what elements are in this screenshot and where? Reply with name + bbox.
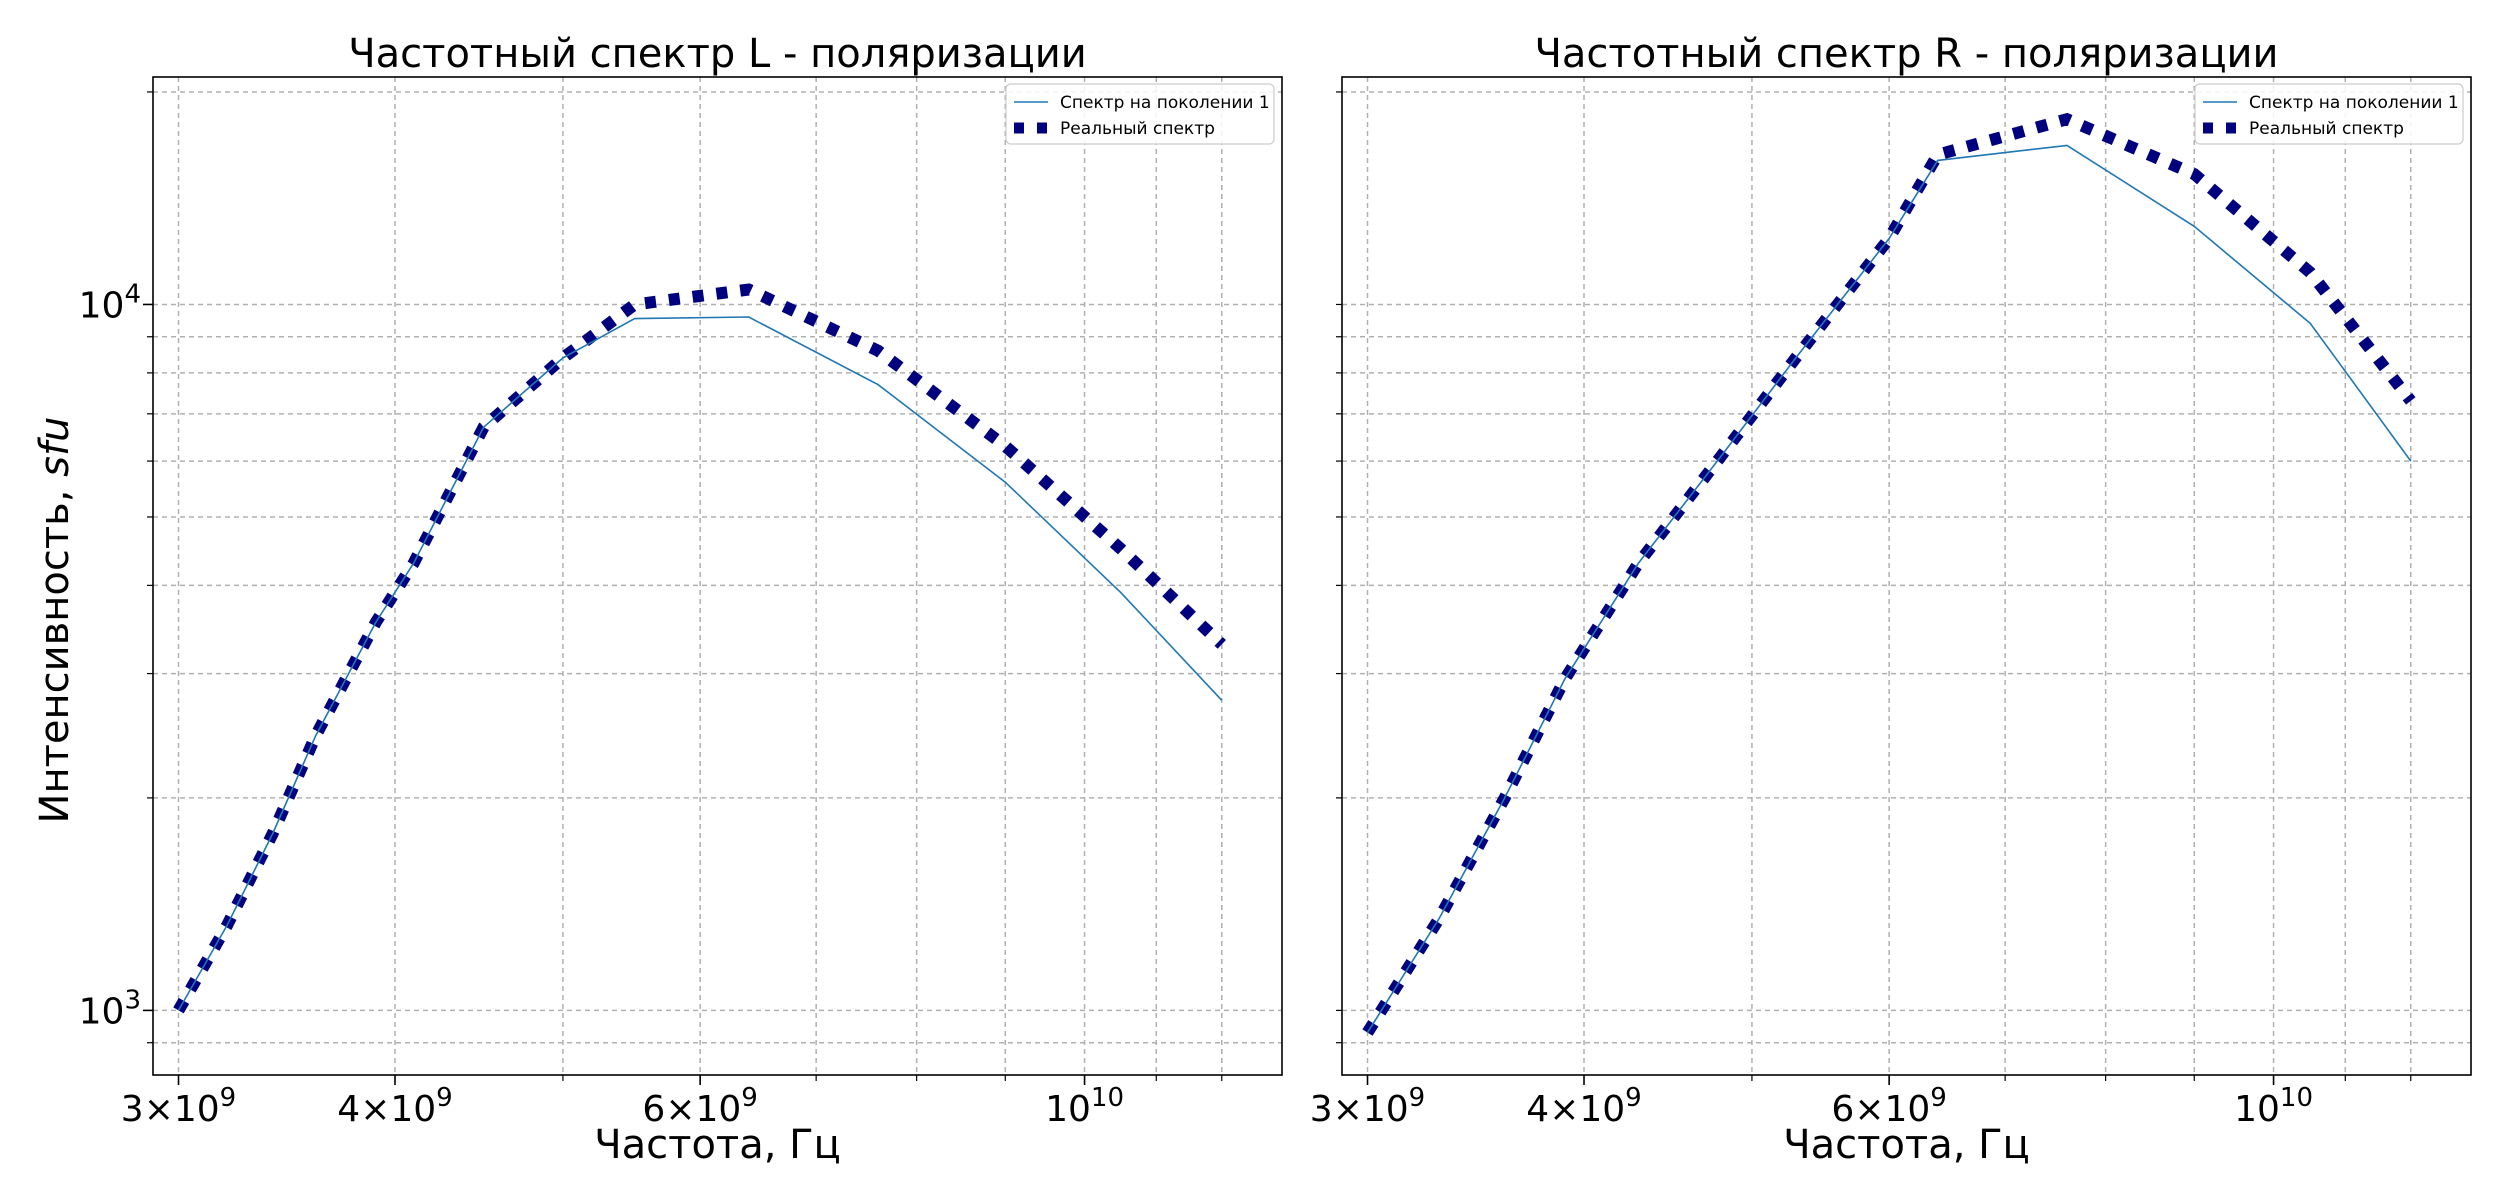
right-x-tick-base: 10 [1363, 1089, 1409, 1130]
right-legend: Спектр на поколении 1 Реальный спектр [2194, 83, 2464, 145]
left-legend: Спектр на поколении 1 Реальный спектр [1005, 83, 1275, 145]
left-y-tick-exponent: 3 [124, 985, 141, 1015]
right-series [1362, 112, 2416, 1036]
left-x-tick-base: 10 [695, 1089, 741, 1130]
left-x-tick-exponent: 10 [1091, 1083, 1124, 1113]
right-chart-title: Частотный спектр R - поляризации [1534, 31, 2278, 77]
right-x-tick-exponent: 9 [1930, 1083, 1947, 1113]
right-x-tick-base: 10 [2234, 1089, 2280, 1130]
left-x-ticks: 3×109 4×109 6×109 1010 [121, 1075, 1223, 1130]
right-x-tick-label: 3×109 [1310, 1083, 1425, 1130]
left-legend-box [1005, 83, 1275, 145]
left-x-axis-label: Частота, Гц [594, 1122, 841, 1168]
left-x-tick-label: 1010 [1045, 1083, 1124, 1130]
left-legend-item: Спектр на поколении 1 [1014, 93, 1270, 113]
left-series [173, 283, 1226, 1014]
right-plot-frame [1341, 76, 2472, 1076]
right-legend-item: Реальный спектр [2203, 119, 2404, 139]
right-y-ticks [1336, 91, 1342, 1044]
left-x-tick-base: 10 [1045, 1089, 1091, 1130]
right-grid [1342, 77, 2471, 1075]
left-x-tick-exponent: 9 [741, 1083, 758, 1113]
right-legend-label: Реальный спектр [2249, 119, 2404, 139]
left-x-tick-times: × [144, 1089, 174, 1130]
right-x-tick-base: 10 [1579, 1089, 1625, 1130]
right-legend-label: Спектр на поколении 1 [2249, 93, 2459, 113]
left-y-tick-exponent: 4 [124, 279, 141, 309]
right-generation-spectrum-line [1366, 144, 2412, 1034]
right-x-tick-base: 10 [1884, 1089, 1930, 1130]
right-x-tick-times: × [1549, 1089, 1579, 1130]
left-x-tick-exponent: 9 [436, 1083, 453, 1113]
left-x-tick-mantissa: 6 [642, 1089, 665, 1130]
left-generation-spectrum-line [177, 316, 1223, 1011]
left-x-tick-base: 10 [390, 1089, 436, 1130]
left-x-tick-exponent: 9 [220, 1083, 237, 1113]
left-x-tick-label: 4×109 [337, 1083, 452, 1130]
right-x-tick-exponent: 10 [2280, 1083, 2313, 1113]
right-x-ticks: 3×109 4×109 6×109 1010 [1310, 1075, 2412, 1130]
right-legend-item: Спектр на поколении 1 [2203, 93, 2459, 113]
left-plot-frame [152, 76, 1283, 1076]
left-y-tick-label: 103 [79, 985, 141, 1032]
right-x-tick-exponent: 9 [1409, 1083, 1426, 1113]
left-x-tick-label: 3×109 [121, 1083, 236, 1130]
right-x-tick-label: 4×109 [1526, 1083, 1641, 1130]
left-x-tick-times: × [360, 1089, 390, 1130]
left-x-tick-label: 6×109 [642, 1083, 757, 1130]
left-x-tick-mantissa: 3 [121, 1089, 144, 1130]
left-x-tick-times: × [665, 1089, 695, 1130]
right-x-tick-mantissa: 6 [1831, 1089, 1854, 1130]
left-x-tick-mantissa: 4 [337, 1089, 360, 1130]
left-real-spectrum-line [173, 283, 1226, 1014]
right-x-tick-mantissa: 3 [1310, 1089, 1333, 1130]
left-legend-label: Спектр на поколении 1 [1060, 93, 1270, 113]
right-x-axis-label: Частота, Гц [1783, 1122, 2030, 1168]
right-x-tick-times: × [1333, 1089, 1363, 1130]
figure-y-axis-label: Интенсивность, sfu [32, 417, 78, 824]
left-y-tick-label: 104 [79, 279, 141, 326]
right-x-tick-times: × [1854, 1089, 1884, 1130]
right-x-tick-exponent: 9 [1625, 1083, 1642, 1113]
left-chart-title: Частотный спектр L - поляризации [348, 31, 1087, 77]
left-legend-label: Реальный спектр [1060, 119, 1215, 139]
right-x-tick-label: 6×109 [1831, 1083, 1946, 1130]
left-y-tick-base: 10 [79, 991, 125, 1032]
left-x-tick-base: 10 [174, 1089, 220, 1130]
right-legend-box [2194, 83, 2464, 145]
left-y-tick-base: 10 [79, 285, 125, 326]
right-x-tick-label: 1010 [2234, 1083, 2313, 1130]
left-legend-item: Реальный спектр [1014, 119, 1215, 139]
right-x-tick-mantissa: 4 [1526, 1089, 1549, 1130]
left-grid [153, 77, 1282, 1075]
